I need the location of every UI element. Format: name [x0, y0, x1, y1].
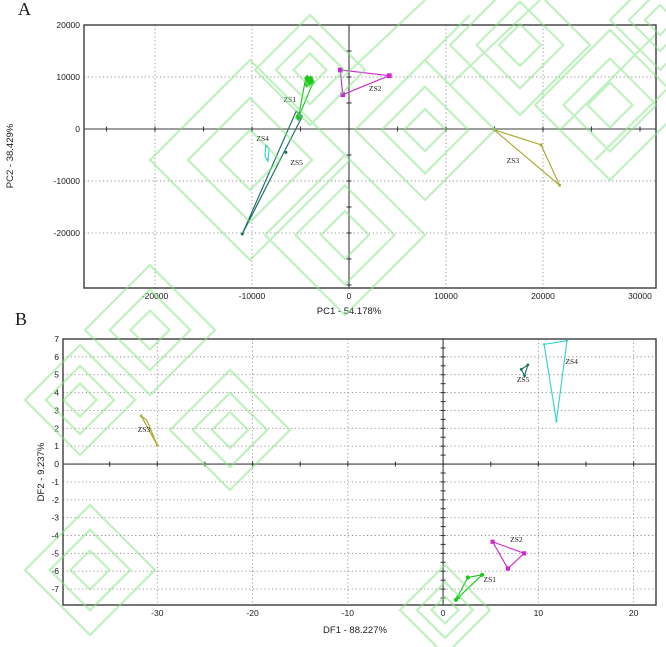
cluster-zs2-label: ZS2 — [510, 535, 523, 544]
y-tick-label: 6 — [54, 352, 59, 362]
marker-dot — [565, 339, 569, 342]
marker-square — [505, 566, 510, 571]
cluster-zs2: ZS2 — [337, 67, 392, 98]
marker-dot — [519, 367, 523, 371]
x-tick-label: -10000 — [239, 291, 266, 301]
y-axis-title: DF2 - 9.237% — [36, 442, 47, 501]
y-tick-label: -6 — [51, 566, 59, 576]
cluster-zs2-label: ZS2 — [369, 84, 382, 93]
panel-label-a: A — [18, 0, 31, 19]
x-tick-label: 0 — [347, 291, 352, 301]
cluster-zs4: ZS4 — [542, 339, 578, 423]
x-tick-label: -20000 — [142, 291, 169, 301]
y-tick-label: 7 — [54, 334, 59, 344]
x-axis-title: PC1 - 54.178% — [317, 306, 382, 317]
x-tick-label: -10 — [342, 608, 355, 618]
marker-dot — [542, 343, 546, 346]
marker-circle — [465, 575, 470, 580]
y-tick-label: 4 — [54, 388, 59, 398]
gridlines — [84, 25, 656, 288]
marker-dot — [539, 143, 543, 147]
marker-dot — [555, 419, 558, 423]
panel-b: -30 -20 -10 0 10 2076543210-1-2-3-4-5-6-7DF1 … — [36, 334, 657, 636]
y-tick-label: 5 — [54, 370, 59, 380]
cluster-zs5-outline — [520, 363, 529, 378]
y-tick-label: -10000 — [54, 176, 81, 186]
cluster-zs3-label: ZS3 — [138, 425, 151, 434]
cluster-zs3-label: ZS3 — [507, 156, 520, 165]
marker-square — [386, 73, 392, 79]
cluster-zs3: ZS3 — [138, 414, 159, 447]
marker-square — [337, 67, 343, 73]
marker-square — [521, 551, 527, 556]
x-tick-label: 10 — [534, 608, 544, 618]
cluster-zs4-label: ZS4 — [565, 357, 578, 366]
cluster-zs5: ZS5 — [240, 110, 304, 236]
y-tick-label: 2 — [54, 423, 59, 433]
marker-square — [340, 92, 346, 98]
x-tick-label: 0 — [441, 608, 446, 618]
y-tick-label: 0 — [75, 124, 80, 134]
marker-dot — [156, 443, 159, 447]
cluster-zs4-outline — [543, 340, 568, 422]
x-tick-label: -30 — [151, 608, 164, 618]
cluster-zs2: ZS2 — [490, 535, 527, 571]
y-tick-label: 1 — [54, 441, 59, 451]
x-tick-label: 10000 — [434, 291, 458, 301]
cluster-zs3-outline — [493, 129, 561, 186]
panel-a: -20000 -10000 0 10000 20000 30000 20000 10000 0 -… — [5, 20, 657, 317]
zero-axes — [63, 338, 656, 605]
cluster-zs5: ZS5 — [517, 363, 530, 384]
x-tick-label: 20 — [629, 608, 639, 618]
tick-labels: -20000 -10000 0 10000 20000 30000 20000 10000 0 -… — [54, 20, 653, 301]
y-tick-label: -5 — [51, 548, 59, 558]
x-tick-label: 30000 — [628, 291, 652, 301]
cluster-zs4: ZS4 — [256, 134, 270, 164]
marker-dot — [139, 414, 143, 418]
y-tick-label: -2 — [51, 495, 59, 505]
cluster-zs1: ZS1 — [453, 572, 497, 602]
cluster-zs5-label: ZS5 — [517, 375, 530, 384]
y-tick-label: 0 — [54, 459, 59, 469]
cluster-zs4-label: ZS4 — [256, 134, 269, 143]
cluster-zs2-outline — [339, 69, 390, 96]
y-tick-label: -20000 — [54, 228, 81, 238]
cluster-zs1-label: ZS1 — [284, 95, 297, 104]
y-tick-label: 20000 — [56, 20, 80, 30]
panel-label-b: B — [15, 309, 28, 329]
marker-dot — [266, 158, 269, 161]
cluster-zs2-outline — [491, 540, 526, 570]
y-tick-label: 10000 — [56, 72, 80, 82]
x-tick-label: -20 — [246, 608, 259, 618]
cluster-zs5-outline — [241, 110, 304, 235]
y-tick-label: 3 — [54, 405, 59, 415]
marker-dot — [265, 144, 268, 148]
cluster-zs1-label: ZS1 — [484, 575, 497, 584]
x-tick-label: 20000 — [531, 291, 555, 301]
cluster-zs3-outline — [140, 415, 158, 446]
gridlines — [63, 339, 656, 605]
y-tick-label: -4 — [51, 531, 59, 541]
plot-border — [62, 338, 657, 606]
y-tick-label: -1 — [51, 477, 59, 487]
marker-square — [490, 539, 495, 544]
marker-dot — [284, 150, 288, 154]
y-tick-label: -3 — [51, 513, 59, 523]
cluster-zs3: ZS3 — [492, 128, 561, 187]
y-tick-label: -7 — [51, 584, 59, 594]
marker-dot — [526, 363, 530, 367]
marker-circle — [456, 595, 461, 600]
marker-dot — [557, 183, 561, 187]
zero-axes — [84, 24, 656, 288]
x-axis-title: DF1 - 88.227% — [323, 625, 387, 636]
y-axis-title: PC2 - 38.429% — [5, 123, 16, 188]
marker-dot — [492, 128, 496, 132]
cluster-zs5-label: ZS5 — [290, 158, 303, 167]
plot-border — [83, 24, 657, 289]
marker-dot — [240, 232, 244, 236]
marker-dot — [523, 374, 526, 378]
